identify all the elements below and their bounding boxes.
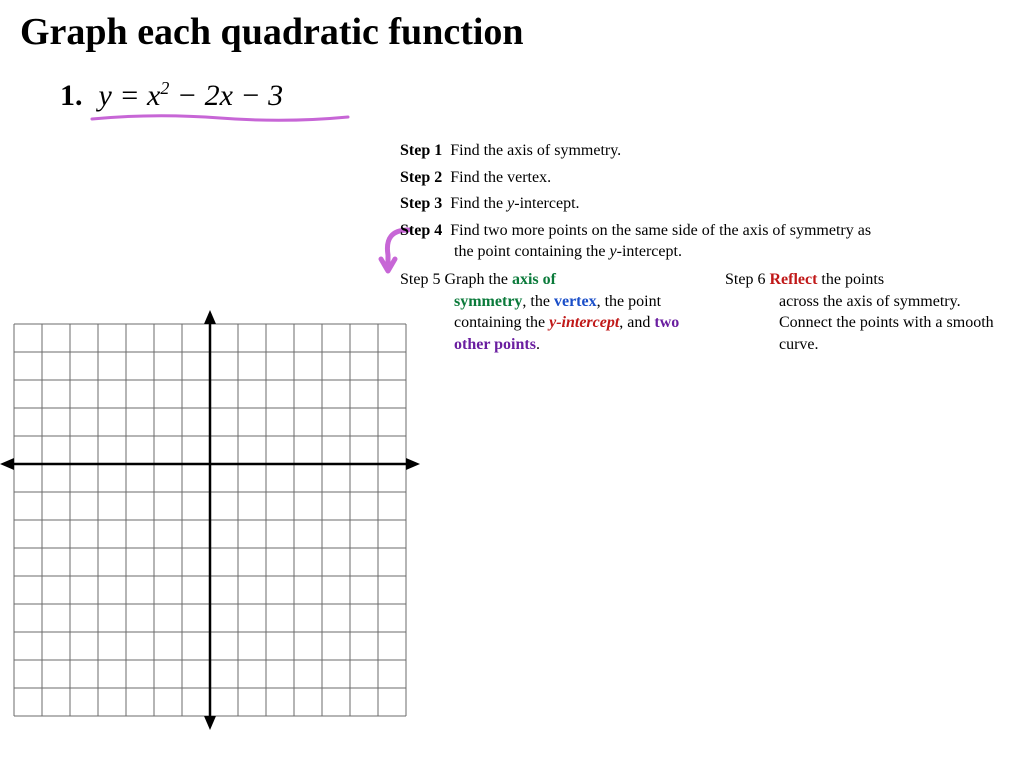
step-6-reflect: Reflect (769, 271, 817, 288)
step-6-label: Step 6 (725, 271, 765, 288)
step-5-mid1: , the (522, 293, 554, 310)
step-4-ital: y (610, 243, 617, 260)
equation: y = x2 − 2x − 3 (99, 78, 284, 113)
step-2: Step 2 Find the vertex. (400, 167, 1010, 189)
step-3-text-b: -intercept. (514, 195, 579, 212)
step-3-text-a: Find the (450, 195, 507, 212)
step-2-label: Step 2 (400, 169, 442, 186)
equation-underline (90, 113, 350, 129)
step-3-label: Step 3 (400, 195, 442, 212)
step-1-text: Find the axis of symmetry. (450, 142, 621, 159)
step-2-text: Find the vertex. (450, 169, 551, 186)
step-5-axis1: axis of (512, 271, 556, 288)
step-5-yint: y-intercept (549, 314, 619, 331)
step-6: Step 6 Reflect the points across the axi… (725, 269, 1010, 355)
step-5-vertex: vertex (554, 293, 597, 310)
step-4-text-a: Find two more points on the same side of… (450, 222, 871, 239)
step-4-text-b1: the point containing the (454, 243, 610, 260)
step-4-label: Step 4 (400, 222, 442, 239)
step-5-mid3: , and (619, 314, 654, 331)
step-5-period: . (536, 336, 540, 353)
step-5-prefix: Graph the (444, 271, 512, 288)
step-6-rest-b: across the axis of symmetry. Connect the… (779, 293, 994, 353)
step-1: Step 1 Find the axis of symmetry. (400, 140, 1010, 162)
step-4-text-b2: -intercept. (617, 243, 682, 260)
problem-number: 1. (60, 79, 83, 113)
problem-row: 1. y = x2 − 2x − 3 (60, 78, 283, 113)
step-1-label: Step 1 (400, 142, 442, 159)
step-3: Step 3 Find the y-intercept. (400, 193, 1010, 215)
step-5: Step 5 Graph the axis of symmetry, the v… (400, 269, 685, 355)
step-5-axis2: symmetry (454, 293, 522, 310)
grid-svg (0, 310, 420, 730)
steps-list: Step 1 Find the axis of symmetry. Step 2… (400, 140, 1010, 355)
step-5-label: Step 5 (400, 271, 440, 288)
coordinate-grid (0, 310, 420, 735)
steps-5-6-row: Step 5 Graph the axis of symmetry, the v… (400, 269, 1010, 355)
step-4: Step 4 Find two more points on the same … (400, 220, 1010, 263)
step-6-rest-a: the points (817, 271, 884, 288)
page-title: Graph each quadratic function (20, 10, 524, 54)
